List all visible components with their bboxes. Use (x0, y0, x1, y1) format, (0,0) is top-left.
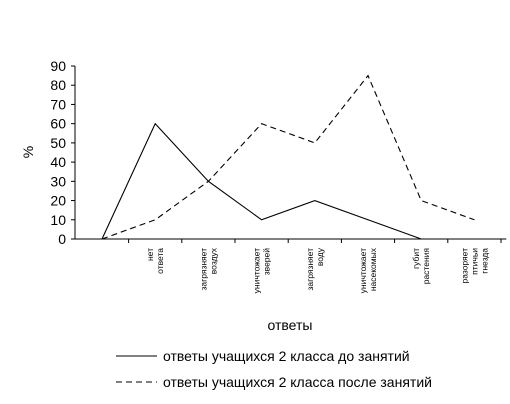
y-tick-label: 40 (50, 154, 66, 170)
x-tick-label-line: зверей (262, 248, 272, 275)
y-tick-label: 20 (50, 193, 66, 209)
x-tick-label: уничтожаетзверей (252, 248, 272, 294)
legend-label-1: ответы учащихся 2 класса до занятий (163, 348, 410, 364)
x-tick-label: уничтожаетнасекомых (358, 247, 378, 293)
x-tick-label-line: губит (411, 248, 421, 269)
x-tick-label-line: загрязняет (198, 248, 208, 291)
y-tick-label: 70 (50, 96, 66, 112)
x-tick-label-line: уничтожает (358, 248, 368, 293)
x-tick-label-line: нет (145, 248, 155, 261)
x-tick-label-line: уничтожает (252, 248, 262, 293)
y-tick-label: 90 (50, 58, 66, 74)
y-tick-label: 80 (50, 77, 66, 93)
x-tick-label-line: ответа (155, 248, 165, 274)
x-tick-label: загрязняетвоздух (198, 247, 218, 290)
x-tick-label-line: растения (421, 248, 431, 285)
y-tick-label: 10 (50, 212, 66, 228)
x-tick-label: губитрастения (411, 248, 431, 285)
y-tick-label: 30 (50, 173, 66, 189)
x-tick-label-line: воду (315, 247, 325, 266)
x-tick-label-line: птичьи (469, 248, 479, 275)
x-tick-label: загрязняетводу (305, 247, 325, 290)
x-tick-label-line: гнезда (479, 248, 489, 274)
x-tick-label: разоряетптичьигнезда (459, 248, 489, 284)
x-axis-title: ответы (268, 317, 313, 333)
y-axis-title: % (20, 146, 36, 158)
y-tick-label: 60 (50, 116, 66, 132)
x-tick-label: нетответа (145, 248, 165, 274)
y-tick-label: 50 (50, 135, 66, 151)
x-tick-label-line: насекомых (368, 247, 378, 291)
x-tick-label-line: воздух (208, 247, 218, 274)
x-tick-label-line: разоряет (459, 248, 469, 284)
legend-label-2: ответы учащихся 2 класса после занятий (163, 374, 432, 390)
series-line-2 (101, 74, 475, 240)
x-tick-label-line: загрязняет (305, 248, 315, 291)
series-line-1 (101, 122, 422, 240)
y-tick-label: 0 (58, 231, 66, 247)
